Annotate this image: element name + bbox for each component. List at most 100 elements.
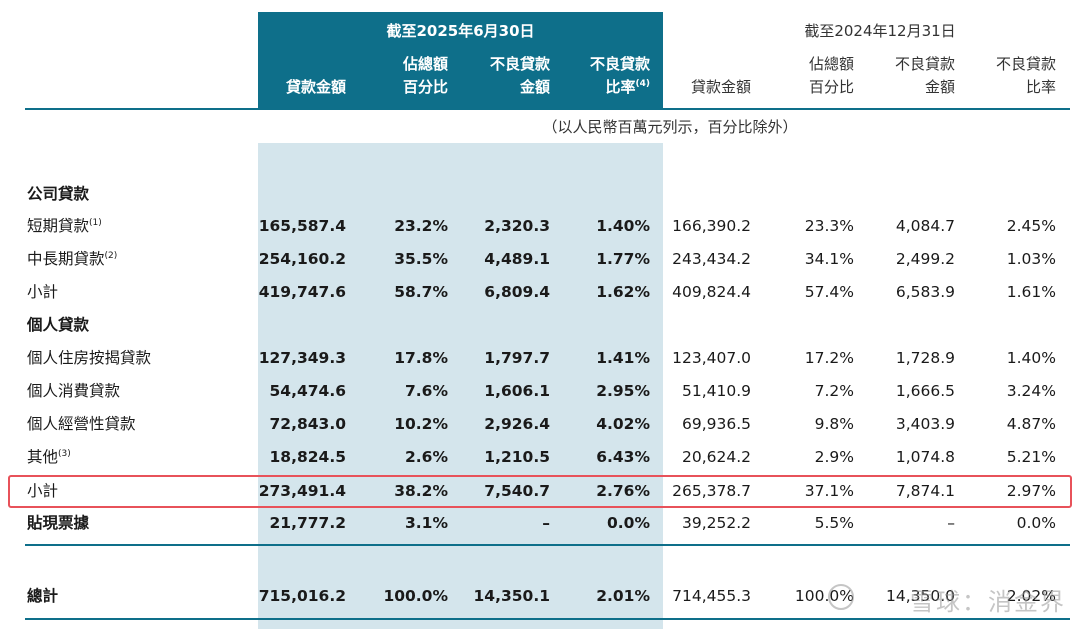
table-row: 個人經營性貸款 72,843.0 10.2% 2,926.4 4.02% 69,936.5… [0, 408, 1080, 441]
table-row: 個人住房按揭貸款 127,349.3 17.8% 1,797.7 1.41% 123,40… [0, 342, 1080, 375]
table-row: 個人消費貸款 54,474.6 7.6% 1,606.1 2.95% 51,410.9 7.… [0, 375, 1080, 408]
col-npl-amt-2024-l2: 金額 [924, 78, 955, 96]
table-cell: 1,728.9 [895, 349, 955, 367]
period-2025-title: 截至2025年6月30日 [386, 22, 535, 40]
table-cell: 714,455.3 [672, 587, 751, 605]
table-cell: – [947, 514, 955, 532]
col-npl-amt-2025-l2: 金額 [519, 78, 550, 96]
table-cell: 1.62% [596, 283, 650, 301]
table-cell: 9.8% [814, 415, 854, 433]
table-cell: 5.5% [814, 514, 854, 532]
table-cell: 4.87% [1006, 415, 1056, 433]
row-label: 其他(3) [27, 448, 71, 466]
table-cell: 0.0% [607, 514, 650, 532]
table-cell: 2.9% [814, 448, 854, 466]
table-cell: 14,350.1 [473, 587, 551, 605]
col-pct-2024-l1: 佔總額 [808, 55, 854, 73]
table-cell: 2.01% [596, 587, 650, 605]
section-row: 個人貸款 [0, 309, 1080, 342]
table-cell: 1.03% [1006, 250, 1056, 268]
table-cell: 17.8% [394, 349, 448, 367]
table-cell: 2,499.2 [895, 250, 955, 268]
table-cell: – [542, 514, 550, 532]
table-cell: 2.6% [405, 448, 448, 466]
snowball-logo-icon [828, 584, 854, 610]
body-band-2025 [258, 143, 663, 629]
table-cell: 7.6% [405, 382, 448, 400]
table-cell: 166,390.2 [672, 217, 751, 235]
row-label: 個人住房按揭貸款 [27, 349, 152, 367]
row-label: 個人消費貸款 [27, 382, 121, 400]
table-cell: 1.41% [596, 349, 650, 367]
col-npl-ratio-2024-l2: 比率 [1025, 78, 1056, 96]
table-cell: 20,624.2 [681, 448, 751, 466]
section-row: 公司貸款 [0, 178, 1080, 211]
col-npl-amt-2025-l1: 不良貸款 [489, 55, 550, 73]
table-cell: 58.7% [394, 283, 448, 301]
col-pct-2025-l2: 百分比 [402, 78, 448, 96]
table-cell: 51,410.9 [681, 382, 751, 400]
col-pct-2025-l1: 佔總額 [402, 55, 448, 73]
table-cell: 3.24% [1006, 382, 1056, 400]
table-cell: 54,474.6 [269, 382, 347, 400]
row-label: 公司貸款 [27, 185, 90, 203]
table-cell: 243,434.2 [672, 250, 751, 268]
table-row: 短期貸款(1) 165,587.4 23.2% 2,320.3 1.40% 166,390… [0, 210, 1080, 243]
table-cell: 10.2% [394, 415, 448, 433]
table-cell: 265,378.7 [672, 482, 751, 500]
table-cell: 7.2% [814, 382, 854, 400]
highlight-box [8, 475, 1072, 508]
table-row: 中長期貸款(2) 254,160.2 35.5% 4,489.1 1.77% 243,43… [0, 243, 1080, 276]
table-cell: 6.43% [596, 448, 650, 466]
table-cell: 1,666.5 [895, 382, 955, 400]
header-band-2025 [258, 12, 663, 109]
table-cell: 1.77% [596, 250, 650, 268]
row-label: 中長期貸款(2) [27, 250, 118, 268]
table-cell: 3,403.9 [895, 415, 955, 433]
table-cell: 7,874.1 [895, 482, 955, 500]
table-cell: 1,074.8 [895, 448, 955, 466]
col-npl-ratio-2025-l1: 不良貸款 [589, 55, 650, 73]
period-2024-title: 截至2024年12月31日 [804, 22, 956, 40]
table-cell: 123,407.0 [672, 349, 751, 367]
col-loan-amount-2024: 貸款金額 [690, 78, 751, 96]
col-npl-ratio-2025-l2: 比率(4) [605, 78, 650, 96]
table-cell: 37.1% [804, 482, 854, 500]
table-cell: 72,843.0 [269, 415, 347, 433]
table-cell: 18,824.5 [269, 448, 347, 466]
bottom-rule [25, 618, 1070, 620]
table-cell: 3.1% [405, 514, 448, 532]
table-cell: 1.61% [1006, 283, 1056, 301]
table-row: 小計 419,747.6 58.7% 6,809.4 1.62% 409,824.4 57.… [0, 276, 1080, 309]
table-cell: 34.1% [804, 250, 854, 268]
table-cell: 409,824.4 [672, 283, 751, 301]
table-cell: 100.0% [383, 587, 448, 605]
table-cell: 38.2% [394, 482, 448, 500]
table-cell: 4,489.1 [484, 250, 550, 268]
row-label: 貼現票據 [27, 514, 90, 532]
table-cell: 39,252.2 [681, 514, 751, 532]
table-cell: 273,491.4 [258, 482, 346, 500]
table-cell: 14,350.0 [885, 587, 955, 605]
table-cell: 4,084.7 [895, 217, 955, 235]
header-rule [25, 108, 1070, 110]
subtotal-rule [25, 544, 1070, 546]
table-cell: 5.21% [1006, 448, 1056, 466]
table-cell: 35.5% [394, 250, 448, 268]
table-row: 小計 273,491.4 38.2% 7,540.7 2.76% 265,378.7 37.… [0, 475, 1080, 508]
table-cell: 715,016.2 [258, 587, 346, 605]
row-label: 小計 [27, 482, 59, 500]
table-cell: 2.97% [1006, 482, 1056, 500]
col-npl-ratio-2024-l1: 不良貸款 [995, 55, 1056, 73]
table-cell: 127,349.3 [258, 349, 346, 367]
table-row: 貼現票據 21,777.2 3.1% – 0.0% 39,252.2 5.5% – 0.0% [0, 507, 1080, 540]
row-label: 個人貸款 [27, 316, 90, 334]
row-label: 小計 [27, 283, 59, 301]
table-cell: 2.95% [596, 382, 650, 400]
table-cell: 6,583.9 [895, 283, 955, 301]
row-label: 總計 [27, 587, 59, 605]
table-cell: 7,540.7 [484, 482, 550, 500]
table-cell: 57.4% [804, 283, 854, 301]
table-cell: 23.2% [394, 217, 448, 235]
table-cell: 1,606.1 [484, 382, 550, 400]
